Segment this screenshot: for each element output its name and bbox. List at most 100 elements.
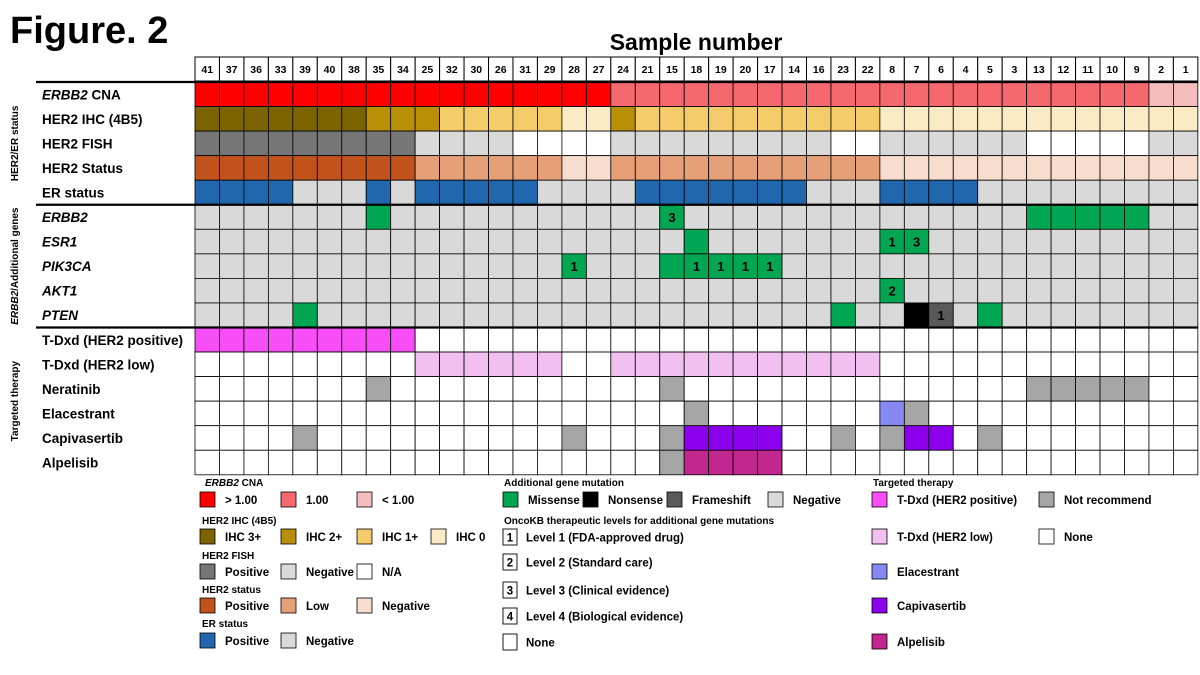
heatmap-cell xyxy=(683,277,710,304)
sample-number: 33 xyxy=(275,64,287,76)
heatmap-cell xyxy=(267,425,294,451)
heatmap-cell xyxy=(1124,253,1150,279)
heatmap-cell xyxy=(439,130,465,157)
heatmap-cell xyxy=(439,400,465,427)
sample-number: 28 xyxy=(568,64,580,76)
heatmap-cell xyxy=(708,376,734,402)
heatmap-cell xyxy=(1148,449,1174,476)
heatmap-cell xyxy=(488,376,514,402)
heatmap-cell xyxy=(1075,351,1101,377)
heatmap-cell xyxy=(879,351,905,377)
heatmap-cell xyxy=(390,302,416,328)
heatmap-cell xyxy=(757,204,783,230)
legend-oncokb-box xyxy=(502,581,518,599)
heatmap-cell xyxy=(855,302,881,328)
heatmap-cell xyxy=(683,253,710,279)
sample-number: 10 xyxy=(1106,64,1118,76)
heatmap-cell xyxy=(463,277,489,304)
heatmap-cell xyxy=(365,425,392,451)
heatmap-cell xyxy=(1099,81,1125,107)
heatmap-cell xyxy=(537,277,563,304)
heatmap-cell xyxy=(1148,376,1174,402)
row-label-esr1: ESR1 xyxy=(42,235,77,250)
heatmap-cell xyxy=(414,327,441,353)
heatmap-cell xyxy=(1075,400,1101,427)
heatmap-cell xyxy=(414,106,441,132)
heatmap-cell xyxy=(634,302,661,328)
heatmap-cell xyxy=(585,400,612,427)
heatmap-cell xyxy=(1001,155,1028,181)
sample-number: 31 xyxy=(519,64,531,76)
heatmap-cell xyxy=(757,253,783,279)
heatmap-cell xyxy=(488,425,514,451)
heatmap-cell xyxy=(708,204,734,230)
heatmap-cell xyxy=(512,425,538,451)
heatmap-cell xyxy=(903,253,930,279)
heatmap-cell xyxy=(806,277,832,304)
legend-swatch-missense xyxy=(502,491,519,508)
heatmap-cell xyxy=(855,81,881,107)
heatmap-cell xyxy=(610,277,636,304)
heatmap-cell xyxy=(659,400,685,427)
heatmap-cell xyxy=(708,253,734,279)
legend-swatch-capi xyxy=(871,597,888,614)
heatmap-cell xyxy=(659,228,685,255)
sample-number: 11 xyxy=(1082,64,1093,76)
heatmap-cell xyxy=(659,277,685,304)
sample-number: 3 xyxy=(1011,64,1017,76)
heatmap-cell xyxy=(683,204,710,230)
heatmap-cell xyxy=(977,106,1003,132)
heatmap-cell xyxy=(1173,81,1199,107)
heatmap-cell xyxy=(732,81,758,107)
legend-label-stat_low: Low xyxy=(306,601,329,613)
heatmap-cell xyxy=(634,155,661,181)
heatmap-cell xyxy=(1050,449,1076,476)
heatmap-cell xyxy=(365,130,392,157)
heatmap-cell xyxy=(708,277,734,304)
heatmap-cell xyxy=(219,327,245,353)
legend-label-missense: Missense xyxy=(528,495,580,507)
heatmap-cell xyxy=(365,449,392,476)
heatmap-cell xyxy=(610,179,636,206)
legend-oncokb-box xyxy=(502,607,518,625)
row-label-alpelisib: Alpelisib xyxy=(42,456,98,471)
legend-label-er_pos: Positive xyxy=(225,636,269,648)
heatmap-cell xyxy=(463,81,489,107)
heatmap-cell xyxy=(855,253,881,279)
heatmap-cell xyxy=(390,130,416,157)
heatmap-cell xyxy=(1001,106,1028,132)
heatmap-cell xyxy=(708,302,734,328)
heatmap-cell xyxy=(1148,327,1174,353)
legend-label-neg: Negative xyxy=(306,567,354,579)
heatmap-cell xyxy=(806,327,832,353)
heatmap-cell xyxy=(365,155,392,181)
heatmap-cell xyxy=(1075,277,1101,304)
legend-label-notrec: Not recommend xyxy=(1064,495,1152,507)
heatmap-cell xyxy=(1026,155,1052,181)
heatmap-cell xyxy=(659,253,685,279)
heatmap-cell xyxy=(806,228,832,255)
row-label-her2_ihc: HER2 IHC (4B5) xyxy=(42,112,143,127)
heatmap-cell xyxy=(830,253,856,279)
sample-number: 17 xyxy=(764,64,776,76)
row-labels: ERBB2 CNA HER2 IHC (4B5) HER2 FISH HER2 Sta… xyxy=(41,87,183,470)
heatmap-cell xyxy=(806,179,832,206)
heatmap-cell xyxy=(708,155,734,181)
heatmap-cell xyxy=(952,179,979,206)
heatmap-cell xyxy=(292,253,318,279)
sample-number: 37 xyxy=(226,64,238,76)
heatmap-cell xyxy=(855,204,881,230)
heatmap-cell xyxy=(879,106,905,132)
legend-swatch-stat_pos xyxy=(199,597,216,614)
heatmap-cell xyxy=(194,106,220,132)
heatmap-cell xyxy=(610,155,636,181)
oncokb-level-label: 1 xyxy=(717,259,724,274)
heatmap-cell xyxy=(267,302,294,328)
sample-number: 16 xyxy=(813,64,825,76)
heatmap-cell xyxy=(439,155,465,181)
heatmap-cell xyxy=(267,204,294,230)
sample-header-cell xyxy=(830,56,856,82)
heatmap-cell xyxy=(634,449,661,476)
heatmap-cell xyxy=(1124,179,1150,206)
heatmap-cell xyxy=(855,155,881,181)
